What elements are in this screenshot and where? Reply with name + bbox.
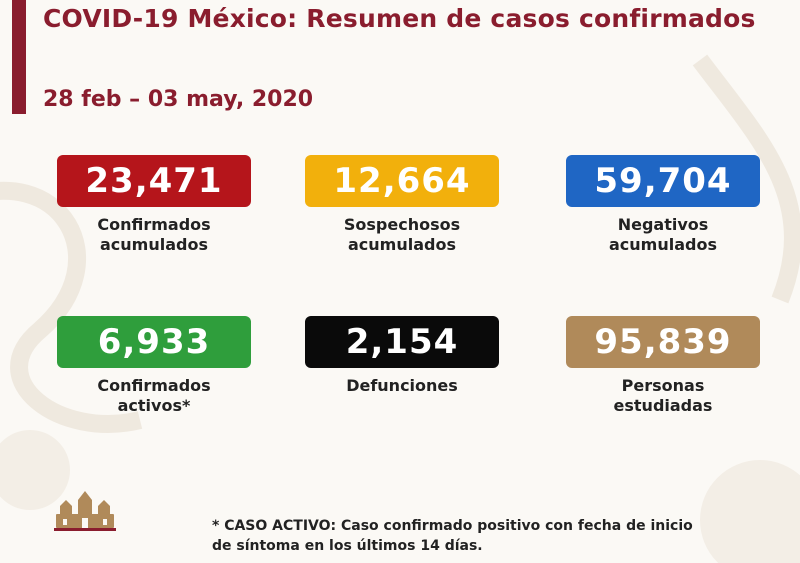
stat-confirmados-acumulados: 23,471 Confirmados acumulados — [57, 155, 251, 255]
government-building-icon — [54, 491, 116, 531]
stat-value: 2,154 — [305, 316, 499, 368]
stat-defunciones: 2,154 Defunciones — [305, 316, 499, 396]
stat-value: 95,839 — [566, 316, 760, 368]
stat-confirmados-activos: 6,933 Confirmados activos* — [57, 316, 251, 416]
page-title: COVID-19 México: Resumen de casos confir… — [43, 4, 756, 33]
stat-label: Sospechosos acumulados — [343, 215, 461, 254]
stat-negativos-acumulados: 59,704 Negativos acumulados — [566, 155, 760, 255]
active-case-footnote: * CASO ACTIVO: Caso confirmado positivo … — [212, 516, 772, 556]
footnote-line: de síntoma en los últimos 14 días. — [212, 538, 483, 554]
stat-sospechosos-acumulados: 12,664 Sospechosos acumulados — [305, 155, 499, 255]
stat-label: Defunciones — [346, 376, 458, 395]
stat-label: Confirmados acumulados — [97, 215, 211, 254]
stat-value: 23,471 — [57, 155, 251, 207]
date-range: 28 feb – 03 may, 2020 — [43, 87, 314, 112]
stat-value: 12,664 — [305, 155, 499, 207]
stat-personas-estudiadas: 95,839 Personas estudiadas — [566, 316, 760, 416]
stat-value: 59,704 — [566, 155, 760, 207]
title-accent-bar — [12, 0, 26, 114]
footnote-line: * CASO ACTIVO: Caso confirmado positivo … — [212, 518, 693, 534]
stat-label: Negativos acumulados — [609, 215, 717, 254]
stat-value: 6,933 — [57, 316, 251, 368]
stat-label: Confirmados activos* — [97, 376, 211, 415]
stat-label: Personas estudiadas — [613, 376, 713, 415]
